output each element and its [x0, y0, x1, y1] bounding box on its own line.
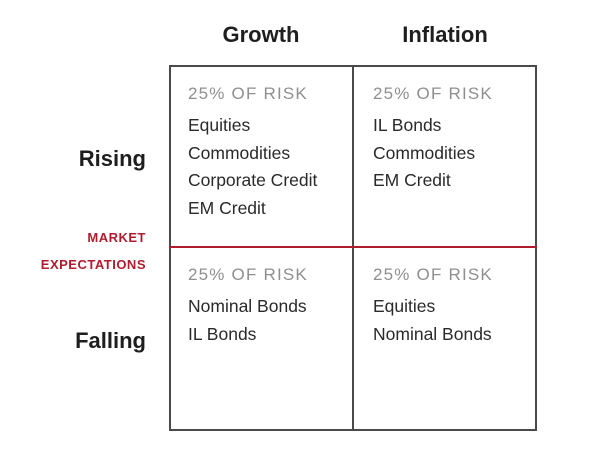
asset-item: IL Bonds [188, 323, 257, 344]
asset-item: EM Credit [373, 170, 451, 190]
asset-item: EM Credit [188, 197, 266, 218]
axis-label-market-expectations: MARKET EXPECTATIONS [41, 224, 146, 278]
grid-horizontal-divider [169, 246, 537, 248]
column-header-growth: Growth [222, 22, 300, 47]
asset-item: Commodities [373, 142, 476, 163]
asset-item: Nominal Bonds [373, 323, 492, 344]
asset-item: Nominal Bonds [188, 296, 307, 316]
asset-item: Corporate Credit [188, 170, 318, 190]
row-header-falling: Falling [75, 328, 146, 353]
cell-header: 25% OF RISK [373, 84, 493, 103]
cell-inflation-rising: 25% OF RISK IL Bonds Commodities EM Cred… [373, 84, 543, 195]
row-header-rising: Rising [78, 146, 146, 171]
asset-list: Nominal Bonds IL Bonds [188, 293, 358, 348]
grid-vertical-divider [352, 65, 354, 431]
axis-label-line-1: MARKET [87, 230, 146, 245]
column-header-inflation: Inflation [402, 22, 488, 47]
cell-inflation-falling: 25% OF RISK Equities Nominal Bonds [373, 265, 543, 348]
cell-header: 25% OF RISK [373, 265, 493, 284]
asset-item: IL Bonds [373, 115, 442, 135]
cell-header: 25% OF RISK [188, 84, 308, 103]
cell-header: 25% OF RISK [188, 265, 308, 284]
asset-list: Equities Nominal Bonds [373, 293, 543, 348]
axis-label-line-2: EXPECTATIONS [40, 257, 146, 272]
asset-item: Commodities [188, 142, 291, 163]
cell-growth-rising: 25% OF RISK Equities Commodities Corpora… [188, 84, 358, 222]
asset-item: Equities [373, 296, 436, 316]
asset-item: Equities [188, 115, 251, 135]
asset-list: Equities Commodities Corporate Credit EM… [188, 112, 358, 222]
cell-growth-falling: 25% OF RISK Nominal Bonds IL Bonds [188, 265, 358, 348]
asset-list: IL Bonds Commodities EM Credit [373, 112, 543, 195]
